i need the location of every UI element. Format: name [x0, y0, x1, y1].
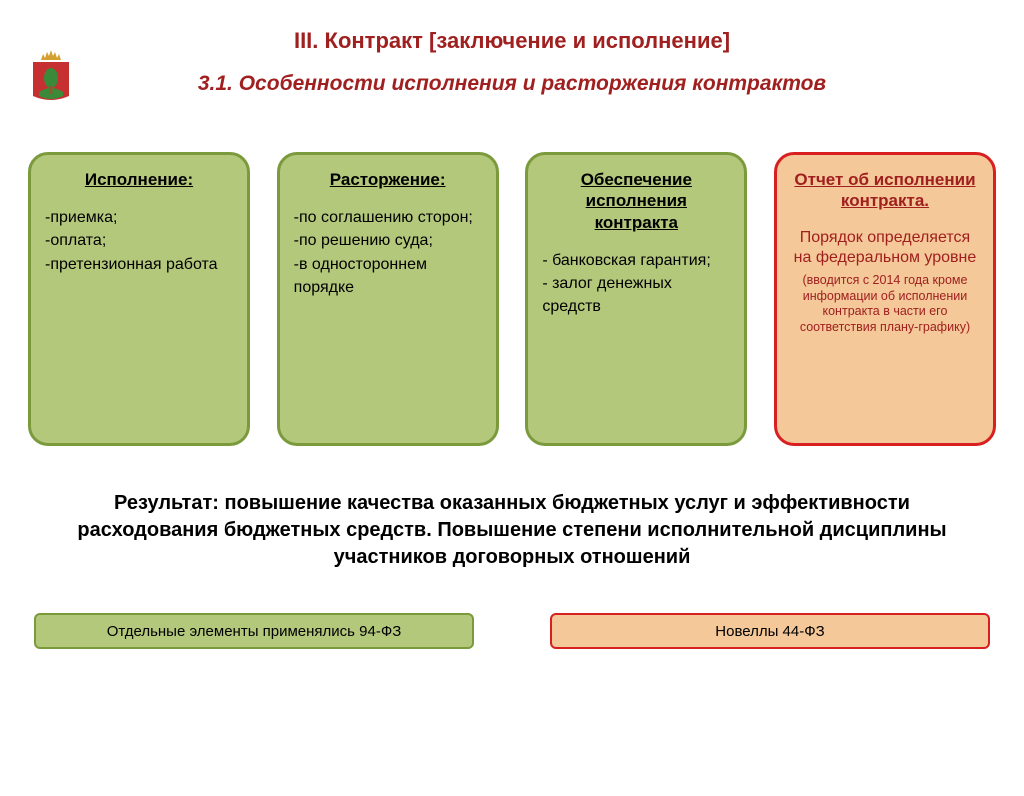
card-header: Обеспечение исполнения контракта [542, 169, 730, 233]
card-note: (вводится с 2014 года кроме информации о… [791, 273, 979, 336]
card-body: Порядок определяется на федеральном уров… [791, 228, 979, 270]
region-emblem-icon [25, 48, 77, 100]
card-header: Расторжение: [294, 169, 482, 190]
card-header: Исполнение: [45, 169, 233, 190]
legend-94fz: Отдельные элементы применялись 94-ФЗ [34, 613, 474, 649]
legend-44fz: Новеллы 44-ФЗ [550, 613, 990, 649]
card-items: -приемка; -оплата; -претензионная работа [45, 206, 233, 276]
card-guarantee: Обеспечение исполнения контракта - банко… [525, 152, 747, 446]
cards-row: Исполнение: -приемка; -оплата; -претензи… [28, 152, 996, 446]
card-execution: Исполнение: -приемка; -оплата; -претензи… [28, 152, 250, 446]
legend-row: Отдельные элементы применялись 94-ФЗ Нов… [34, 613, 990, 649]
card-header: Отчет об исполнении контракта. [791, 169, 979, 212]
page-subtitle: 3.1. Особенности исполнения и расторжени… [0, 72, 1024, 96]
result-text: Результат: повышение качества оказанных … [60, 490, 964, 571]
card-items: - банковская гарантия; - залог денежных … [542, 249, 730, 319]
page-title: III. Контракт [заключение и исполнение] [0, 28, 1024, 54]
card-report: Отчет об исполнении контракта. Порядок о… [774, 152, 996, 446]
card-termination: Расторжение: -по соглашению сторон; -по … [277, 152, 499, 446]
card-items: -по соглашению сторон; -по решению суда;… [294, 206, 482, 299]
